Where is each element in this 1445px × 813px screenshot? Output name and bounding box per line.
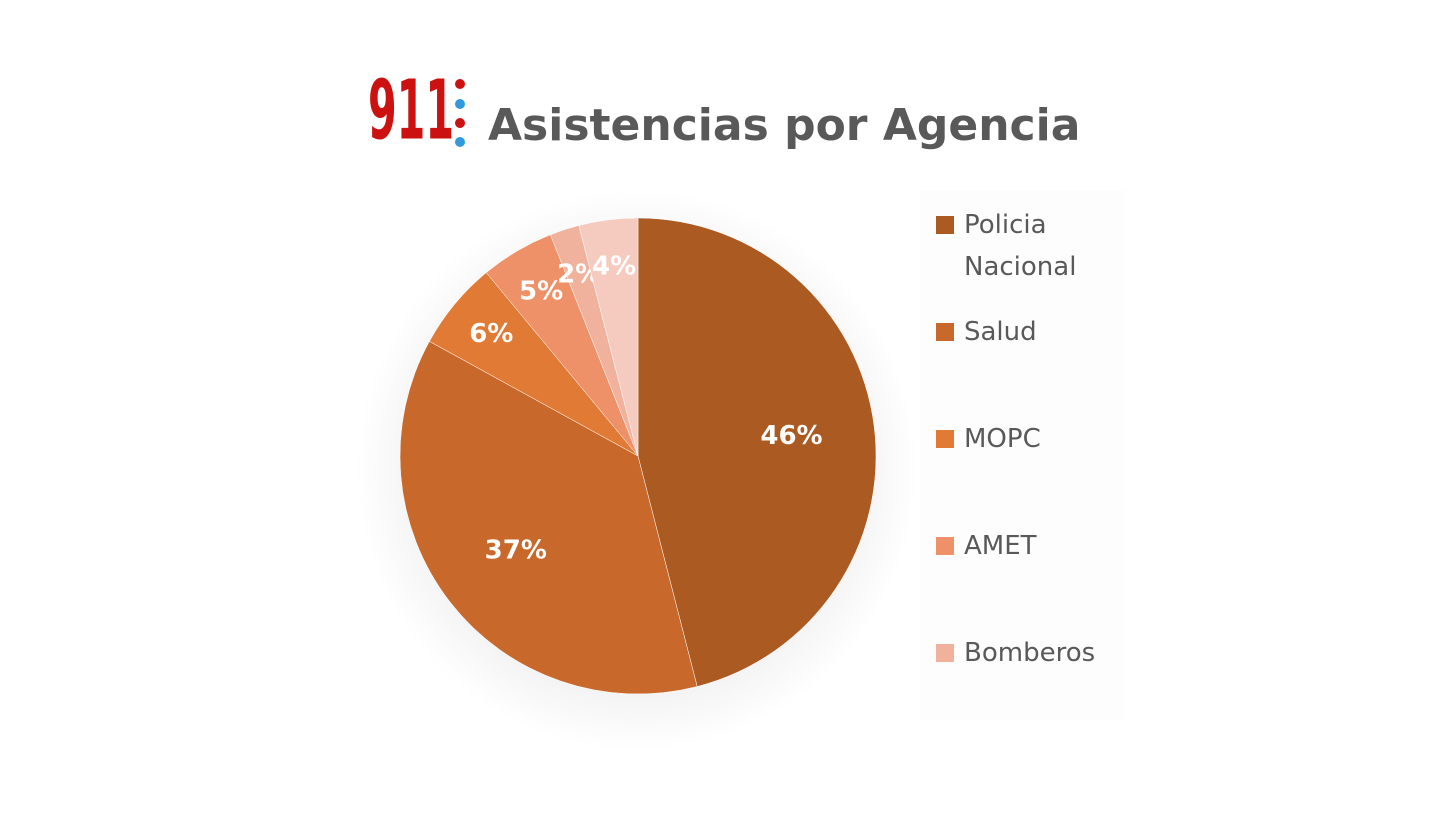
- legend-label: AMET: [964, 531, 1037, 561]
- legend-label: Policia Nacional: [964, 210, 1077, 282]
- pie-slice: [578, 217, 639, 457]
- legend-swatch: [936, 644, 954, 662]
- chart-title: Asistencias por Agencia: [488, 100, 1080, 151]
- legend-item: MOPC: [936, 418, 1116, 460]
- pie-slice: [399, 341, 698, 695]
- legend-item: Policia Nacional: [936, 204, 1116, 288]
- data-label: 46%: [760, 421, 822, 451]
- legend-item: Bomberos: [936, 632, 1116, 674]
- data-label: 6%: [469, 319, 513, 349]
- legend: Policia Nacional Salud MOPC AMET Bomberos: [920, 190, 1125, 720]
- legend-item: Salud: [936, 311, 1116, 353]
- data-label: 37%: [485, 535, 547, 565]
- legend-label: Bomberos: [964, 638, 1096, 668]
- logo-dot: [455, 137, 465, 147]
- logo-dot: [455, 79, 465, 89]
- data-label: 5%: [519, 277, 563, 307]
- logo-dot: [455, 99, 465, 109]
- legend-swatch: [936, 537, 954, 555]
- legend-swatch: [936, 323, 954, 341]
- legend-swatch: [936, 216, 954, 234]
- pie-slice: [637, 217, 877, 687]
- legend-label: MOPC: [964, 424, 1041, 454]
- legend-item: AMET: [936, 525, 1116, 567]
- legend-swatch: [936, 430, 954, 448]
- logo-dot: [455, 118, 465, 128]
- data-label: 4%: [592, 252, 636, 282]
- legend-label: Salud: [964, 317, 1037, 347]
- logo: 911: [368, 63, 454, 158]
